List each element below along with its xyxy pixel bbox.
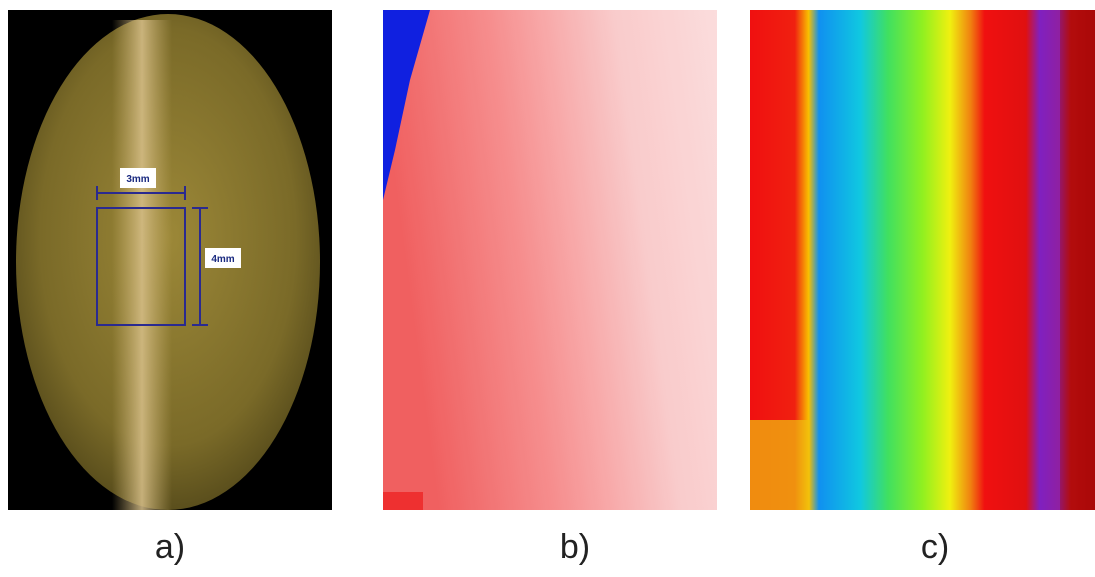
- annotation: 3mm: [126, 174, 149, 185]
- panel-b: b): [383, 10, 717, 566]
- heatmap-cell: [750, 420, 810, 510]
- panel-label: c): [921, 528, 949, 566]
- figure: 3mm 4mm a) b) c): [0, 0, 1095, 572]
- panel-a: 3mm 4mm a): [8, 10, 332, 566]
- annotation: 4mm: [211, 254, 234, 265]
- heatmap-cell: [1060, 10, 1095, 510]
- specimen-stripe: [112, 20, 172, 510]
- panel-c: c): [750, 10, 1095, 566]
- panel-label: a): [155, 528, 185, 566]
- heatmap-cell: [383, 492, 423, 510]
- heatmap-overlay: [383, 10, 717, 510]
- panel-label: b): [560, 528, 590, 566]
